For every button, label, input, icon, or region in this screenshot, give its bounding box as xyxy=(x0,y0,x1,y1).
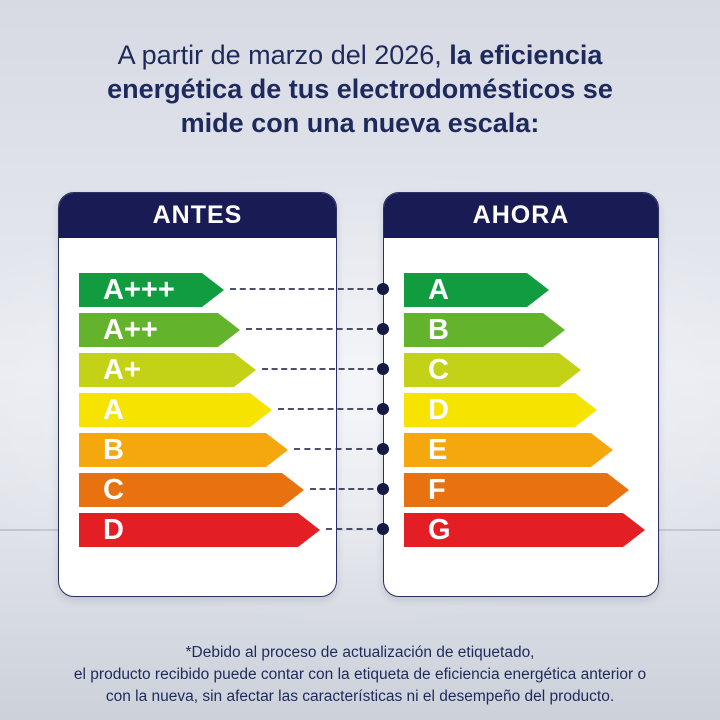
energy-bar-a-plus2: A++ xyxy=(79,313,240,347)
mapping-line-b-to-e xyxy=(294,448,383,450)
background-floor-seam xyxy=(0,529,720,531)
energy-bar-a-new: A xyxy=(404,273,549,307)
energy-bar-a-plus3: A+++ xyxy=(79,273,224,307)
energy-bar-c-new: C xyxy=(404,353,581,387)
antes-card-header: ANTES xyxy=(59,193,336,238)
ahora-card: AHORA A B C D E F G xyxy=(383,192,659,597)
energy-bar-a-plus: A+ xyxy=(79,353,256,387)
energy-bar-c-old: C xyxy=(79,473,304,507)
mapping-dot-a xyxy=(377,283,389,295)
energy-bar-d-old: D xyxy=(79,513,320,547)
energy-bar-a-old: A xyxy=(79,393,272,427)
mapping-line-a1-to-c xyxy=(262,368,383,370)
disclaimer-line2: el producto recibido puede contar con la… xyxy=(73,666,647,683)
mapping-dot-d xyxy=(377,403,389,415)
mapping-dot-f xyxy=(377,483,389,495)
energy-bar-e-new: E xyxy=(404,433,613,467)
energy-bar-b-new: B xyxy=(404,313,565,347)
mapping-dot-g xyxy=(377,523,389,535)
mapping-dot-c xyxy=(377,363,389,375)
disclaimer-line1: *Debido al proceso de actualización de e… xyxy=(185,644,535,661)
page-title: A partir de marzo del 2026, la eficienci… xyxy=(40,38,680,140)
mapping-dot-b xyxy=(377,323,389,335)
antes-card: ANTES A+++ A++ A+ A B C D xyxy=(58,192,337,597)
title-line1-bold: la eficiencia xyxy=(449,40,603,70)
energy-bar-b-old: B xyxy=(79,433,288,467)
energy-bar-g-new: G xyxy=(404,513,645,547)
disclaimer-line3: con la nueva, sin afectar las caracterís… xyxy=(105,688,615,705)
mapping-line-a-to-d xyxy=(278,408,383,410)
disclaimer-text: *Debido al proceso de actualización de e… xyxy=(20,642,700,708)
mapping-line-d-to-g xyxy=(326,528,383,530)
mapping-dot-e xyxy=(377,443,389,455)
title-line1-regular: A partir de marzo del 2026, xyxy=(117,40,450,70)
energy-bar-d-new: D xyxy=(404,393,597,427)
mapping-line-a2-to-b xyxy=(246,328,383,330)
title-line3: mide con una nueva escala: xyxy=(180,108,540,138)
mapping-line-a3-to-a xyxy=(230,288,383,290)
title-line2: energética de tus electrodomésticos se xyxy=(107,74,613,104)
energy-bar-f-new: F xyxy=(404,473,629,507)
mapping-line-c-to-f xyxy=(310,488,383,490)
ahora-card-header: AHORA xyxy=(384,193,658,238)
